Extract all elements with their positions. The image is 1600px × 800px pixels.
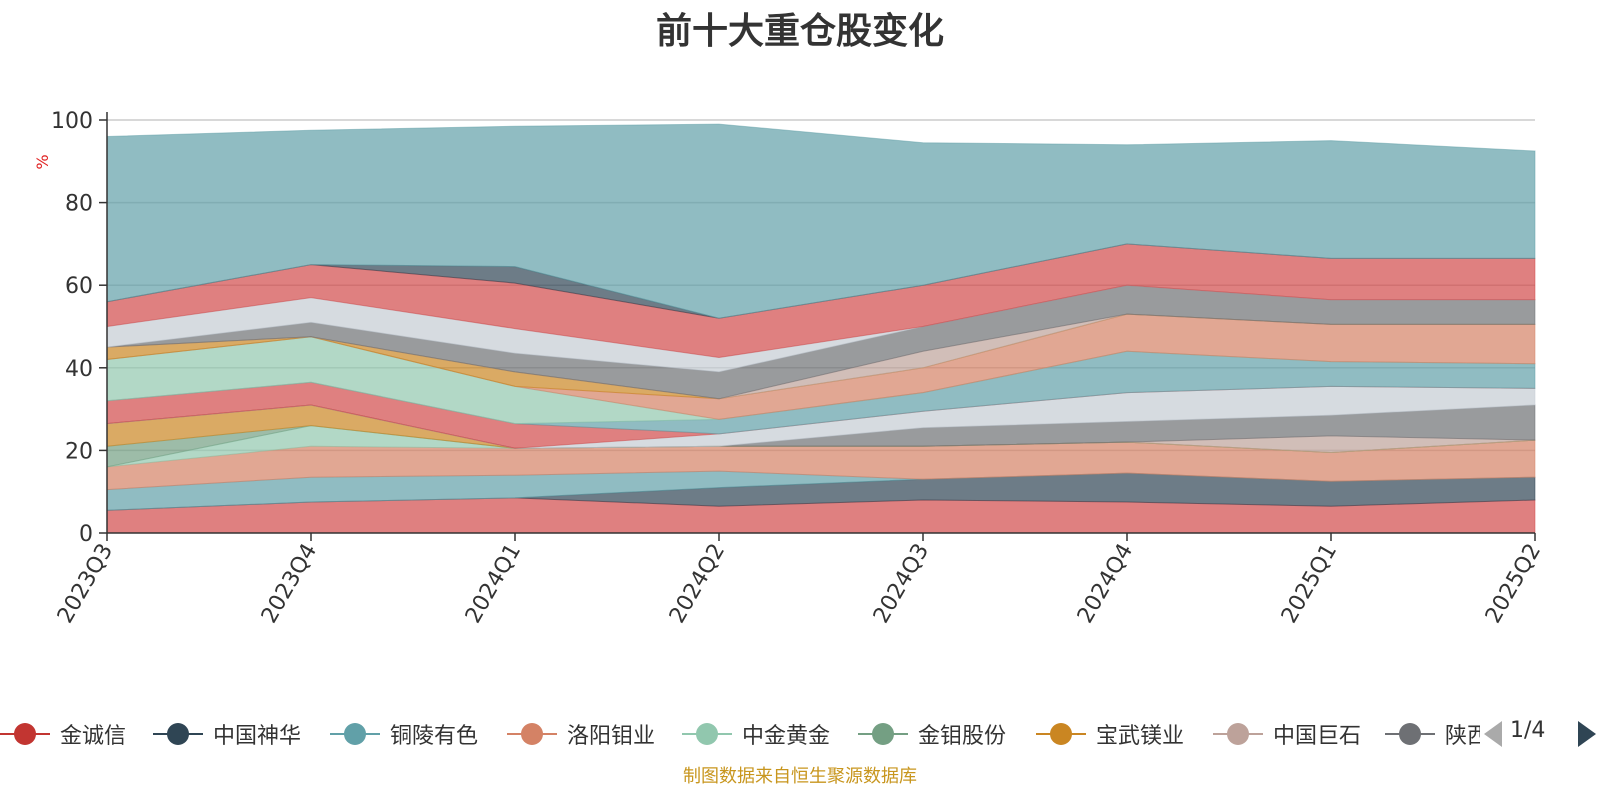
chart-title: 前十大重仓股变化 xyxy=(655,11,944,52)
legend-item-3[interactable]: 洛阳钼业 xyxy=(507,712,655,756)
y-axis-unit-label: % xyxy=(33,154,52,169)
x-tick-label-3: 2024Q2 xyxy=(665,540,730,628)
legend: 金诚信 中国神华 铜陵有色 洛阳钼业 中金黄金 金钼股份 宝武镁业 中国巨石 陕西煤业 1/4 xyxy=(0,712,1600,756)
y-tick-label-3: 60 xyxy=(65,274,93,299)
x-tick-label-1: 2023Q4 xyxy=(257,540,322,628)
legend-items: 金诚信 中国神华 铜陵有色 洛阳钼业 中金黄金 金钼股份 宝武镁业 中国巨石 陕西煤业 xyxy=(0,712,1480,756)
y-tick-label-4: 80 xyxy=(65,192,93,217)
legend-item-4[interactable]: 中金黄金 xyxy=(682,712,830,756)
legend-prev-page-icon[interactable] xyxy=(1484,721,1502,747)
x-tick-label-6: 2025Q1 xyxy=(1277,540,1342,628)
legend-item-7[interactable]: 中国巨石 xyxy=(1213,712,1361,756)
legend-item-6[interactable]: 宝武镁业 xyxy=(1036,712,1184,756)
legend-marker-icon xyxy=(858,712,908,756)
legend-label: 中金黄金 xyxy=(742,724,831,749)
legend-label: 宝武镁业 xyxy=(1096,724,1185,749)
source-note: 制图数据来自恒生聚源数据库 xyxy=(683,766,917,787)
area-layer xyxy=(106,123,1536,534)
legend-item-5[interactable]: 金钼股份 xyxy=(858,712,1006,756)
legend-marker-icon xyxy=(1036,712,1086,756)
legend-label: 中国神华 xyxy=(213,724,302,749)
legend-item-8[interactable]: 陕西煤业 xyxy=(1385,712,1480,756)
y-tick-label-1: 20 xyxy=(65,439,93,464)
legend-marker-icon xyxy=(1213,712,1263,756)
legend-label: 铜陵有色 xyxy=(390,724,479,749)
x-tick-label-4: 2024Q3 xyxy=(869,540,934,628)
x-tick-label-0: 2023Q3 xyxy=(53,540,118,628)
legend-item-2[interactable]: 铜陵有色 xyxy=(330,712,478,756)
x-tick-label-5: 2024Q4 xyxy=(1073,540,1138,628)
legend-item-0[interactable]: 金诚信 xyxy=(0,712,126,756)
legend-label: 金诚信 xyxy=(60,724,127,749)
legend-item-1[interactable]: 中国神华 xyxy=(153,712,301,756)
legend-marker-icon xyxy=(153,712,203,756)
stacked-area-chart: 0 20 40 60 80 100 2023Q3 2023Q4 2024Q1 2024Q2 2024… xyxy=(33,109,1546,628)
legend-marker-icon xyxy=(507,712,557,756)
legend-label: 中国巨石 xyxy=(1273,724,1362,749)
legend-pager: 1/4 xyxy=(1480,712,1600,756)
area-series-21 xyxy=(106,123,1536,319)
legend-marker-icon xyxy=(682,712,732,756)
y-tick-label-0: 0 xyxy=(79,522,93,547)
legend-label: 陕西煤业 xyxy=(1445,724,1480,749)
legend-next-page-icon[interactable] xyxy=(1578,721,1596,747)
legend-marker-icon xyxy=(1385,712,1435,756)
legend-label: 金钼股份 xyxy=(918,724,1007,749)
y-tick-label-2: 40 xyxy=(65,357,93,382)
legend-label: 洛阳钼业 xyxy=(567,724,656,749)
x-tick-label-2: 2024Q1 xyxy=(461,540,526,628)
legend-marker-icon xyxy=(0,712,50,756)
legend-page-indicator: 1/4 xyxy=(1510,718,1546,743)
x-tick-label-7: 2025Q2 xyxy=(1481,540,1546,628)
legend-marker-icon xyxy=(330,712,380,756)
y-tick-label-5: 100 xyxy=(51,109,93,134)
